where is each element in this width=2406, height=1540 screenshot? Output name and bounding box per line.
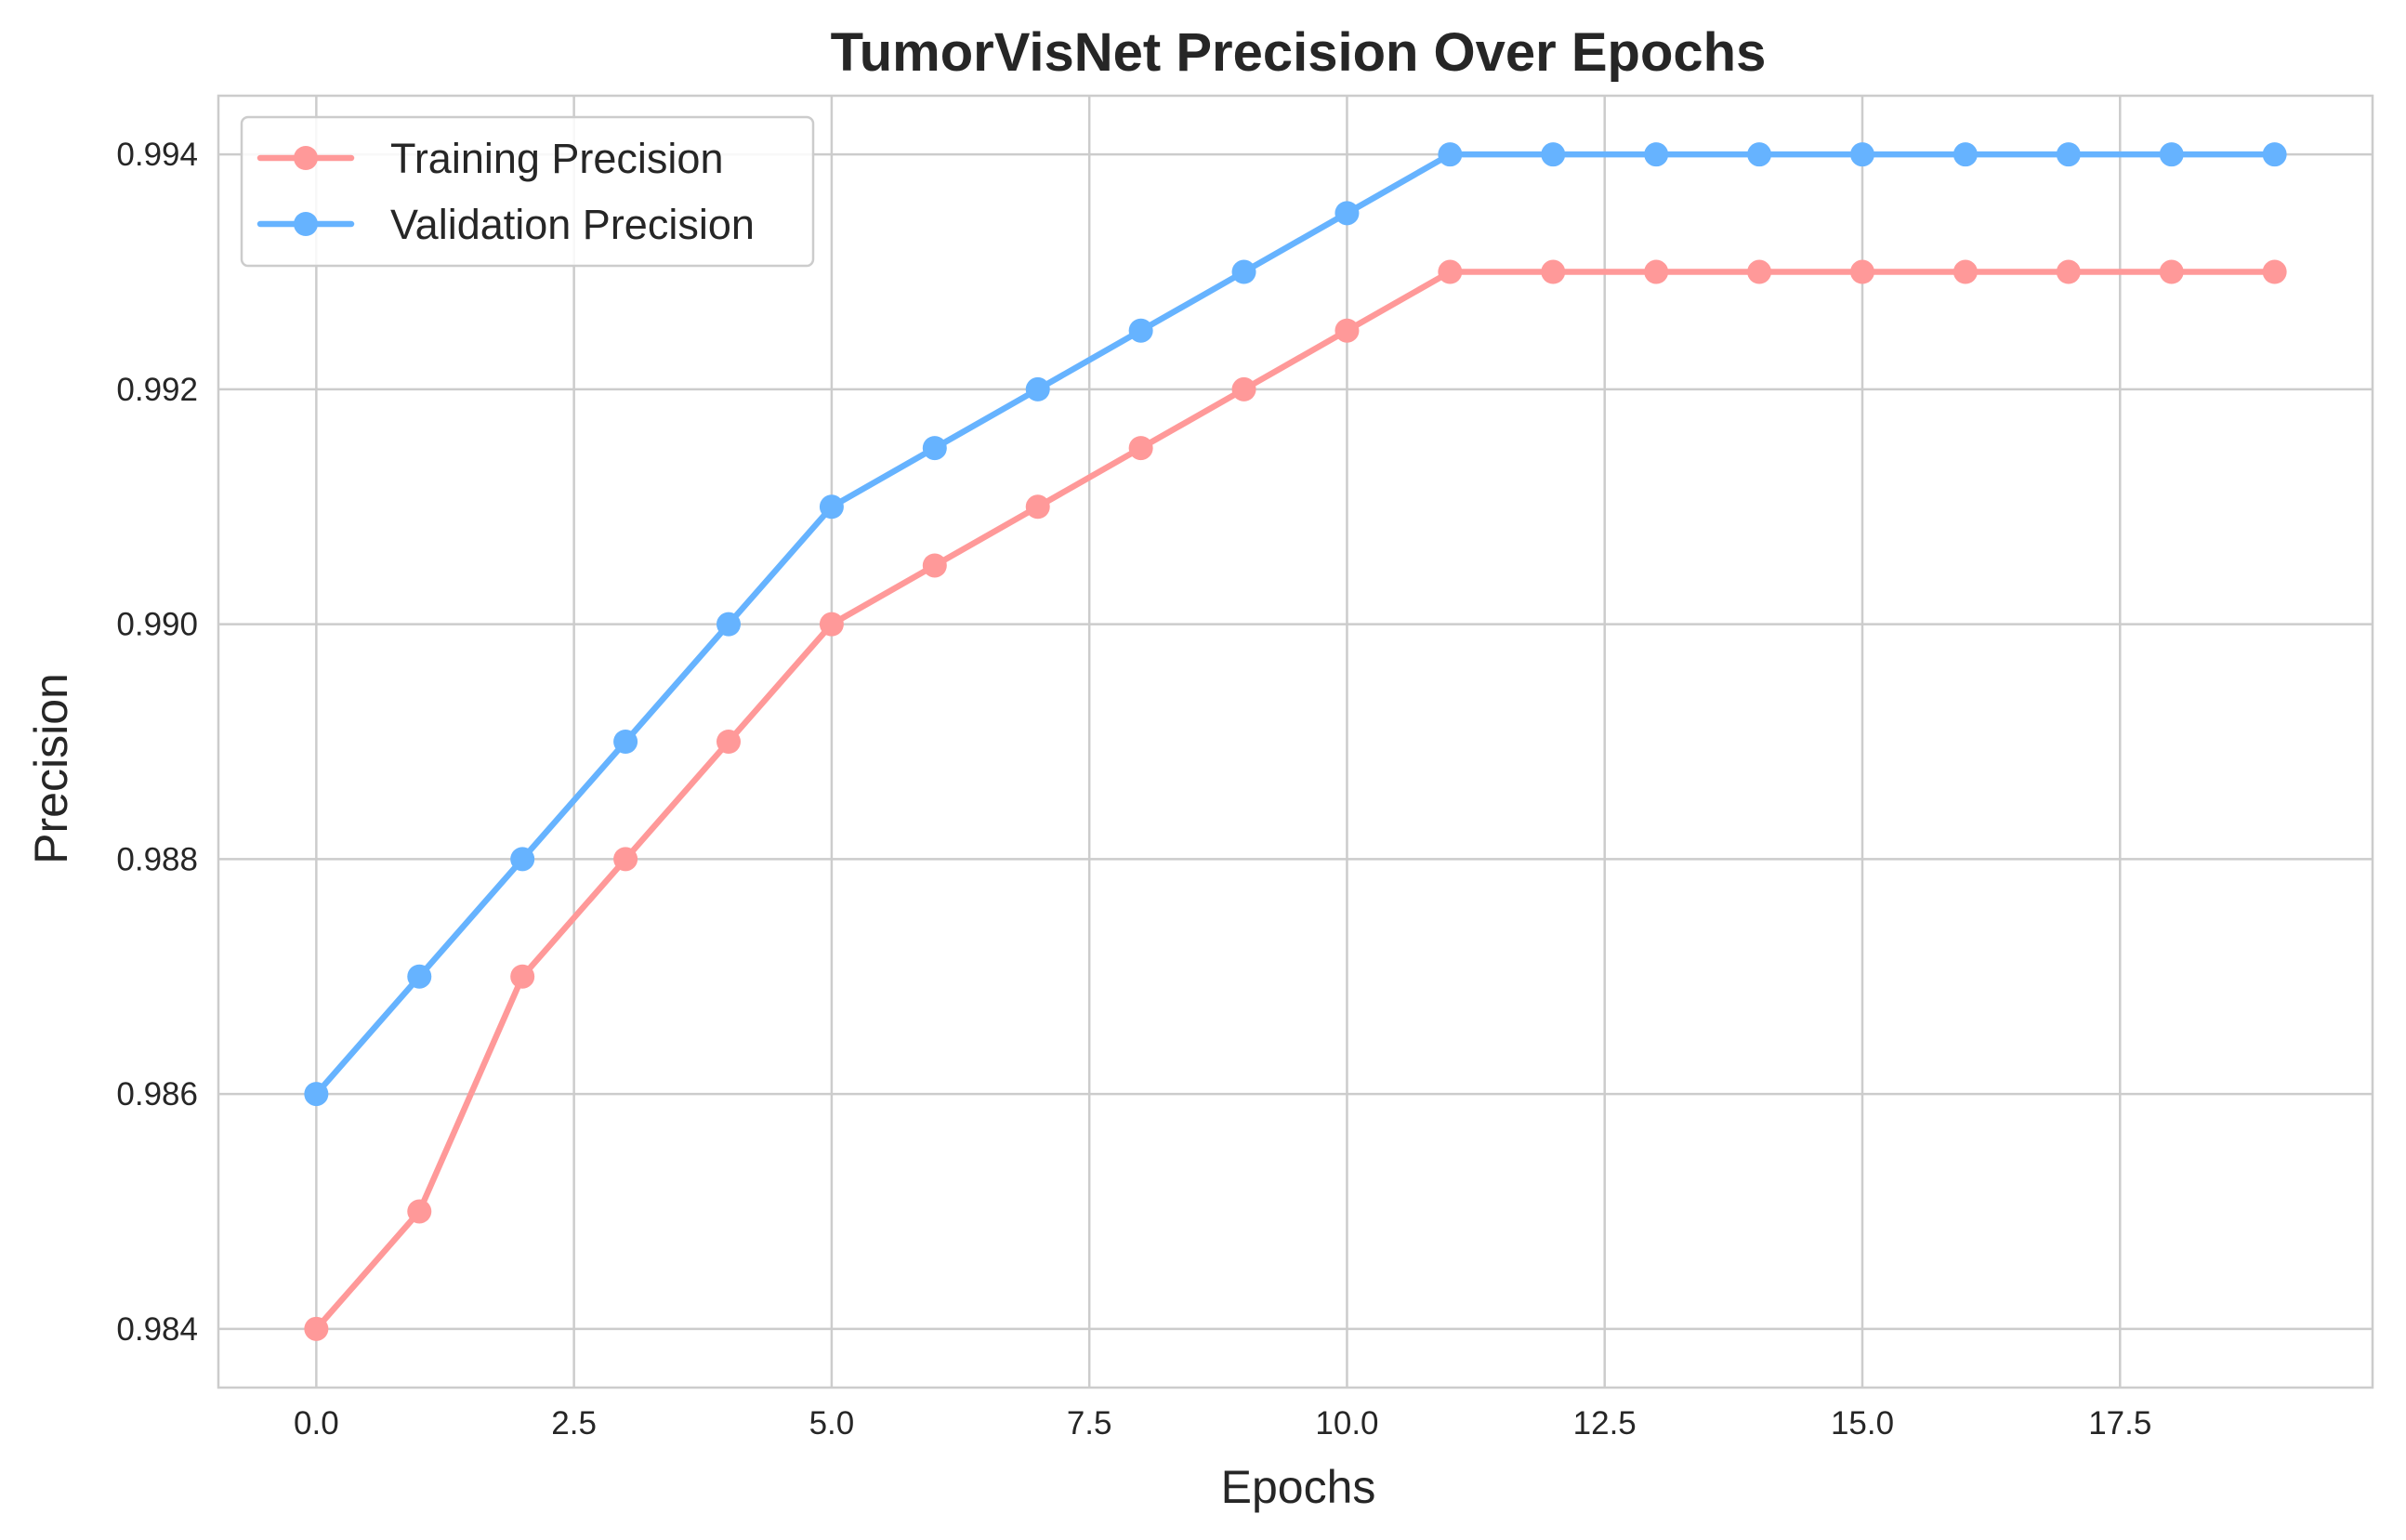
- validation-precision-point: [1747, 142, 1772, 167]
- validation-precision-point: [510, 847, 535, 872]
- training-precision-point: [407, 1199, 432, 1224]
- validation-precision-point: [304, 1082, 329, 1107]
- y-tick-label: 0.990: [116, 607, 198, 643]
- training-precision-point: [1334, 318, 1360, 343]
- training-precision-point: [717, 730, 741, 754]
- y-tick-label: 0.984: [116, 1311, 198, 1348]
- x-tick-labels: 0.0 2.5 5.0 7.5 10.0 12.5 15.0 17.5: [294, 1405, 2151, 1441]
- training-precision-line: [313, 269, 2278, 1333]
- plot-area: [217, 94, 2374, 1389]
- validation-precision-point: [1850, 142, 1874, 167]
- x-tick-label: 10.0: [1315, 1405, 1378, 1441]
- validation-precision-point: [1128, 318, 1153, 343]
- y-tick-label: 0.988: [116, 841, 198, 877]
- validation-precision-point: [2159, 142, 2184, 167]
- x-tick-label: 7.5: [1067, 1405, 1112, 1441]
- validation-precision-series: [304, 142, 2287, 1107]
- y-tick-label: 0.992: [116, 372, 198, 408]
- training-precision-point: [1644, 259, 1669, 284]
- legend: Training Precision Validation Precision: [240, 115, 815, 268]
- validation-precision-point: [922, 436, 947, 461]
- y-tick-label: 0.994: [116, 137, 198, 173]
- training-precision-point: [2159, 259, 2184, 284]
- legend-item-validation-precision: Validation Precision: [256, 201, 755, 248]
- training-precision-point: [1438, 259, 1463, 284]
- x-tick-label: 15.0: [1831, 1405, 1894, 1441]
- validation-precision-point: [1541, 142, 1566, 167]
- x-tick-label: 12.5: [1573, 1405, 1637, 1441]
- validation-precision-point: [1025, 376, 1050, 401]
- legend-item-training-precision: Training Precision: [256, 135, 723, 182]
- validation-precision-point: [407, 964, 432, 989]
- y-tick-label: 0.986: [116, 1076, 198, 1112]
- training-precision-point: [613, 847, 638, 872]
- training-precision-point: [922, 553, 947, 578]
- legend-label: Validation Precision: [390, 201, 755, 248]
- validation-precision-point: [717, 612, 741, 637]
- training-precision-point: [1025, 494, 1050, 520]
- legend-label: Training Precision: [390, 135, 723, 182]
- validation-precision-point: [2262, 142, 2287, 167]
- legend-box: [240, 115, 815, 268]
- validation-precision-point: [1952, 142, 1978, 167]
- training-precision-point: [304, 1316, 329, 1341]
- training-precision-point: [1128, 436, 1153, 461]
- grid-lines: [218, 96, 2373, 1388]
- validation-precision-point: [613, 730, 638, 754]
- validation-precision-point: [1231, 259, 1256, 284]
- training-precision-point: [819, 612, 844, 637]
- y-axis-label: Precision: [25, 673, 77, 864]
- validation-precision-point: [1438, 142, 1463, 167]
- training-precision-point: [2056, 259, 2081, 284]
- training-precision-point: [1231, 376, 1256, 401]
- training-precision-point: [1850, 259, 1874, 284]
- x-axis-label: Epochs: [1221, 1461, 1376, 1513]
- chart-title: TumorVisNet Precision Over Epochs: [831, 22, 1767, 83]
- validation-precision-point: [1334, 201, 1360, 226]
- series-layer: [304, 142, 2287, 1341]
- training-precision-point: [1952, 259, 1978, 284]
- validation-precision-point: [2056, 142, 2081, 167]
- training-precision-point: [1541, 259, 1566, 284]
- x-tick-label: 5.0: [809, 1405, 855, 1441]
- x-tick-label: 2.5: [551, 1405, 597, 1441]
- validation-precision-line: [313, 151, 2278, 1098]
- x-tick-label: 0.0: [294, 1405, 339, 1441]
- training-precision-series: [304, 259, 2287, 1341]
- training-precision-point: [2262, 259, 2287, 284]
- legend-marker-swatch: [294, 212, 318, 236]
- y-tick-labels: 0.984 0.986 0.988 0.990 0.992 0.994: [116, 137, 198, 1348]
- plot-frame: [217, 94, 2374, 1389]
- validation-precision-point: [1644, 142, 1669, 167]
- training-precision-point: [510, 964, 535, 989]
- x-tick-label: 17.5: [2088, 1405, 2151, 1441]
- validation-precision-point: [819, 494, 844, 520]
- legend-marker-swatch: [294, 146, 318, 170]
- training-precision-point: [1747, 259, 1772, 284]
